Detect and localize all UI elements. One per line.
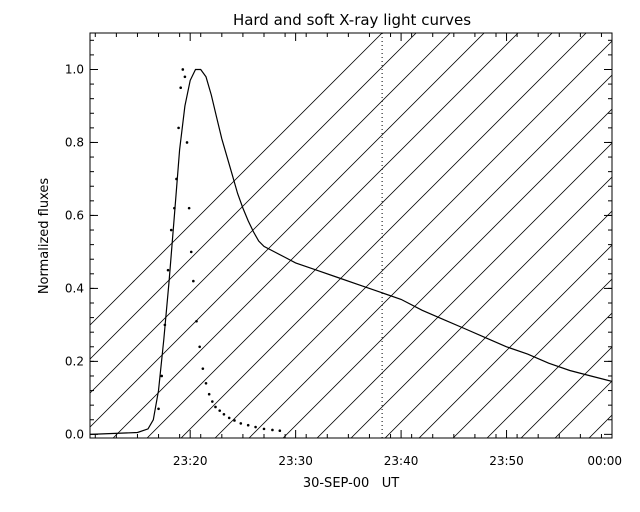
hatch-line (282, 108, 612, 438)
series-point-1 (246, 423, 250, 427)
x-tick-label: 00:00 (587, 454, 622, 468)
series-point-1 (160, 374, 164, 378)
series-point-1 (201, 367, 205, 370)
series-point-1 (204, 381, 208, 385)
x-tick-label: 23:50 (489, 454, 524, 468)
series-point-1 (166, 268, 170, 272)
series-point-1 (163, 323, 167, 327)
hatch-line (350, 176, 612, 438)
series-point-1 (198, 345, 201, 349)
x-tick-label: 23:40 (384, 454, 419, 468)
hatch-line (90, 33, 485, 428)
series-point-1 (278, 429, 282, 433)
series-point-1 (239, 422, 243, 425)
y-tick-label: 0.2 (65, 354, 84, 368)
series-point-1 (157, 407, 160, 411)
y-tick-label: 0.0 (65, 427, 84, 441)
chart-title: Hard and soft X-ray light curves (233, 11, 471, 29)
plot-frame (89, 32, 613, 439)
hatch-line (316, 142, 612, 438)
hatch-line (248, 74, 612, 438)
y-tick-label: 0.6 (65, 208, 84, 222)
y-tick-label: 0.4 (65, 281, 84, 295)
series-point-1 (262, 427, 266, 431)
series-line-0 (90, 68, 612, 435)
series-point-1 (189, 250, 193, 254)
hatched-region (90, 33, 612, 438)
y-axis-label: Normalized fluxes (37, 178, 52, 295)
series-point-1 (192, 279, 195, 283)
series-point-1 (179, 86, 182, 90)
series-point-1 (195, 319, 198, 323)
series-layer (90, 68, 612, 435)
hatch-line (520, 346, 612, 438)
hatch-line (112, 33, 519, 438)
series-point-1 (271, 428, 274, 432)
series-point-1 (185, 141, 189, 144)
series-point-1 (207, 392, 211, 396)
y-tick-label: 1.0 (65, 62, 84, 76)
series-point-1 (181, 68, 185, 71)
hatch-line (90, 33, 383, 326)
series-point-1 (173, 206, 176, 210)
hatch-line (486, 312, 612, 438)
series-point-1 (183, 75, 187, 79)
hatch-line (418, 244, 612, 438)
hatch-line (180, 33, 587, 438)
series-point-1 (254, 425, 257, 429)
series-point-1 (187, 206, 191, 210)
hatch-line (214, 40, 612, 438)
series-point-1 (218, 409, 222, 412)
x-tick-label: 23:20 (173, 454, 208, 468)
axes-layer: 0.0 0.2 0.4 0.6 0.8 1.0 23:20 23:30 23:40 23:50 00… (65, 33, 622, 468)
series-point-1 (227, 416, 231, 420)
hatch-line (452, 278, 612, 438)
x-axis-label: 30-SEP-00 UT (303, 476, 399, 491)
hatch-line (146, 33, 553, 438)
series-point-1 (233, 419, 236, 422)
series-point-1 (175, 177, 178, 181)
hatch-line (384, 210, 612, 438)
series-point-1 (214, 405, 217, 409)
series-point-1 (169, 228, 173, 232)
hatch-line (90, 33, 451, 394)
x-tick-label: 23:30 (278, 454, 313, 468)
series-point-1 (222, 412, 226, 416)
series-point-1 (211, 400, 214, 403)
y-tick-label: 0.8 (65, 135, 84, 149)
hatch-line (90, 33, 417, 360)
series-point-1 (177, 126, 180, 130)
